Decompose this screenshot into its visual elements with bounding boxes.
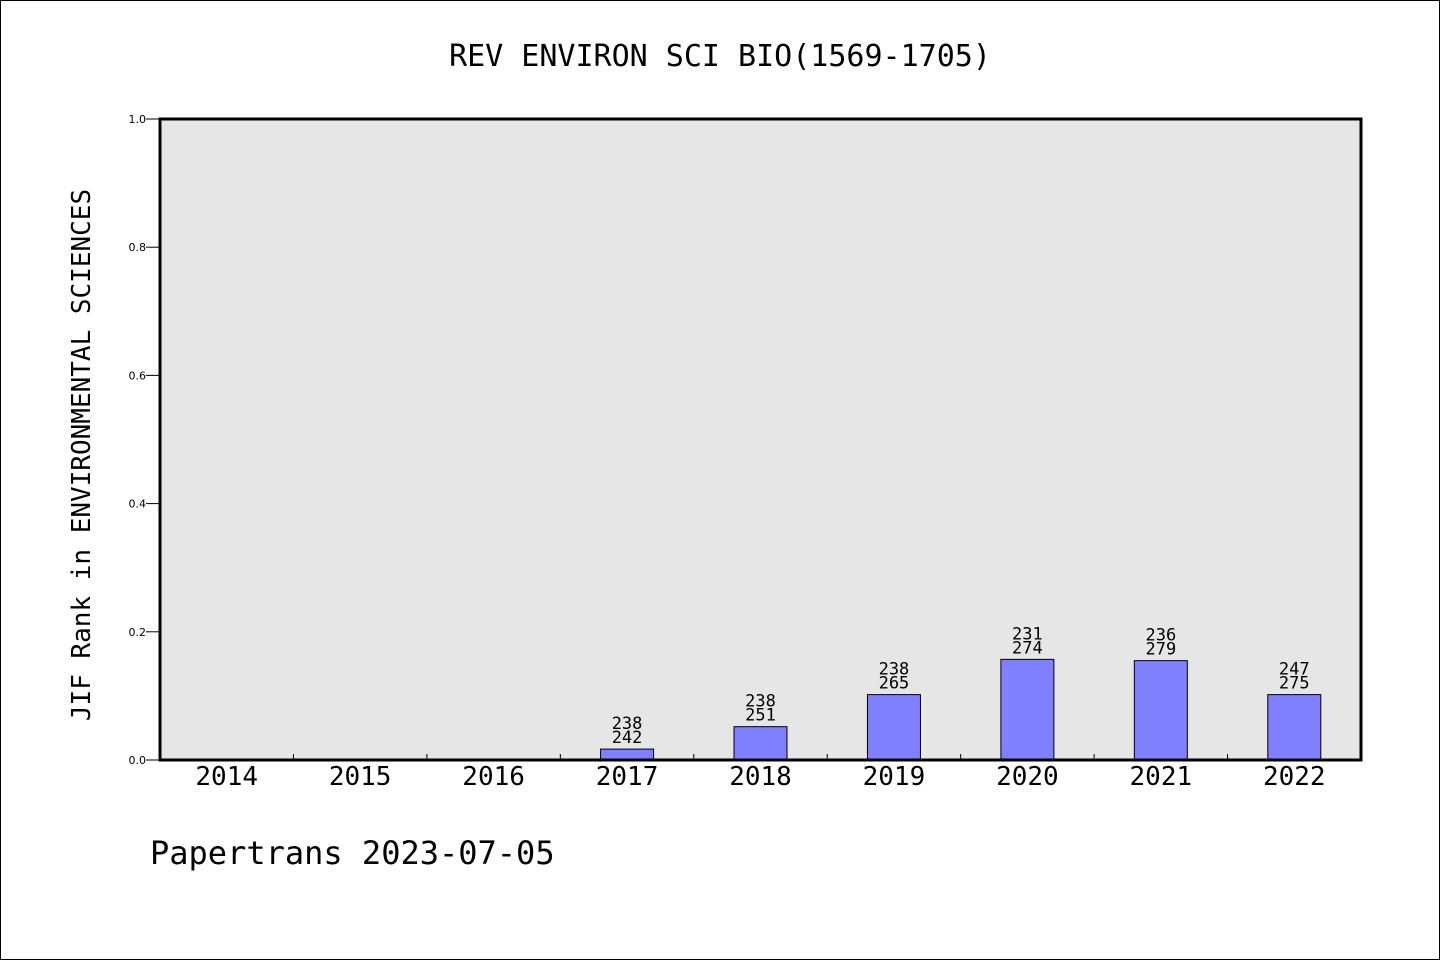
x-tick-label: 2015 [329,762,392,792]
y-tick-label: 0.6 [129,369,147,382]
bar-2017 [600,748,655,761]
x-tick-label: 2017 [596,762,659,792]
bar-2018 [733,726,788,761]
bar-label-total: 265 [879,674,910,694]
bar-label-rank: 231 [1012,624,1043,644]
plot-area [160,119,1361,760]
bar-series [600,658,1322,761]
bar-label-total: 242 [612,728,643,748]
x-tick-label: 2021 [1130,762,1193,792]
footer-text: Papertrans 2023-07-05 [150,834,555,872]
bar-label-rank: 247 [1279,660,1310,680]
chart-title: REV ENVIRON SCI BIO(1569-1705) [449,39,991,74]
bar-label-total: 279 [1145,640,1176,660]
y-axis: 0.0 0.2 0.4 0.6 0.8 1.0 [129,113,160,767]
plot-border [158,117,1363,762]
bar-label-rank: 238 [745,692,776,712]
bar-2022 [1267,694,1322,761]
y-tick-label: 0.2 [129,626,147,639]
bar-2021 [1133,660,1188,761]
bar-label-total: 275 [1279,674,1310,694]
x-tick-label: 2020 [996,762,1059,792]
x-tick-label: 2019 [863,762,926,792]
bar-label-rank: 238 [612,714,643,734]
x-tick-label: 2022 [1263,762,1326,792]
bar-label-total: 251 [745,706,776,726]
bar-label-rank: 236 [1145,626,1176,646]
bar-2020 [1000,658,1055,761]
x-axis: 2014 2015 2016 2017 2018 2019 2020 2021 2022 [195,754,1326,792]
x-tick-label: 2016 [462,762,525,792]
x-tick-label: 2014 [195,762,258,792]
y-tick-label: 0.4 [129,498,147,511]
bar-2019 [866,694,921,761]
y-tick-label: 0.8 [129,241,147,254]
x-tick-label: 2018 [729,762,792,792]
bar-label-rank: 238 [879,660,910,680]
y-axis-label: JIF Rank in ENVIRONMENTAL SCIENCES [67,189,97,721]
y-tick-label: 1.0 [129,113,147,126]
bar-label-total: 274 [1012,638,1043,658]
y-tick-label: 0.0 [129,754,147,767]
